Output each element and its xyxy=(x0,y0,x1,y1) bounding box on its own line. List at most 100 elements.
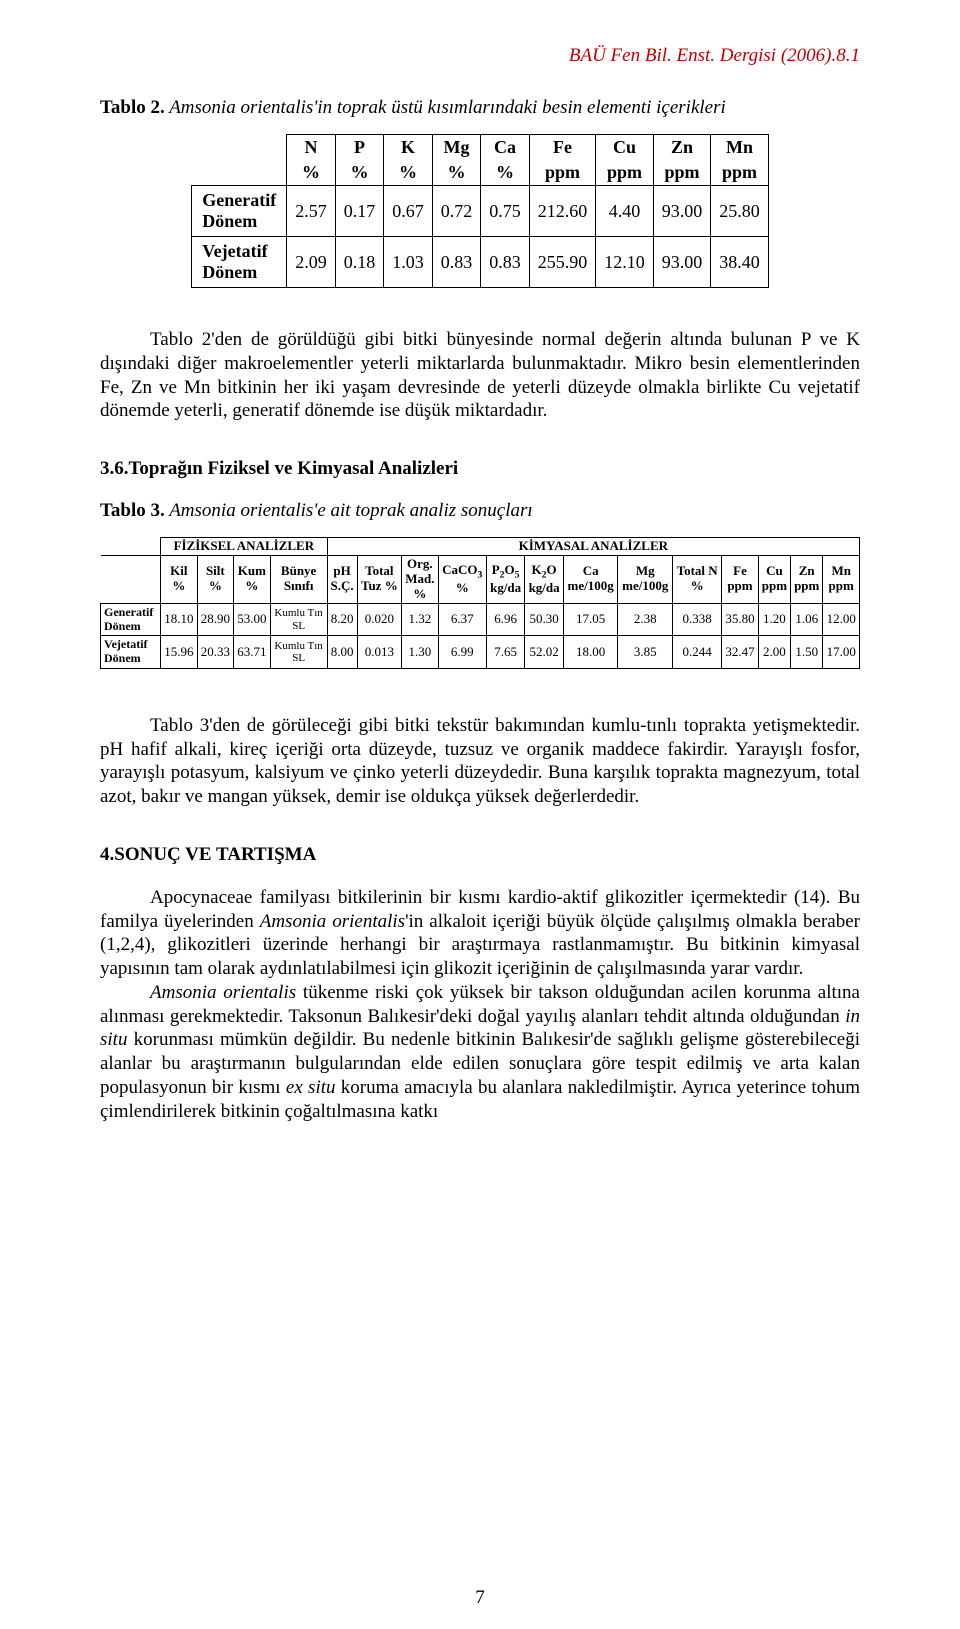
t3-r1-c4: 8.00 xyxy=(327,636,357,669)
t2-h-p-top: P xyxy=(335,135,384,161)
para4-i1: Amsonia orientalis xyxy=(150,982,296,1003)
t2-r1-c0: 2.09 xyxy=(287,237,336,288)
t3-r0-c10: 17.05 xyxy=(563,603,618,636)
t2-h-p-bot: % xyxy=(335,160,384,186)
t2-h-mn-top: Mn xyxy=(711,135,769,161)
t2-r1-c2: 1.03 xyxy=(384,237,433,288)
para1-text: Tablo 2'den de görüldüğü gibi bitki büny… xyxy=(100,329,860,421)
t3-r0-label: Generatif Dönem xyxy=(101,603,161,636)
t2-h-n-top: N xyxy=(287,135,336,161)
t3-r0-c3: Kumlu Tın SL xyxy=(270,603,327,636)
t3-h-fe: Feppm xyxy=(722,555,759,603)
t3-r1-c2: 63.71 xyxy=(234,636,271,669)
paragraph-2: Tablo 3'den de görüleceği gibi bitki tek… xyxy=(100,714,860,809)
t3-r1-c9: 52.02 xyxy=(525,636,563,669)
t2-r0-c1: 0.17 xyxy=(335,186,384,237)
table2-caption-text: Amsonia orientalis'in toprak üstü kısıml… xyxy=(165,97,726,118)
table2-row-generatif: Generatif Dönem 2.57 0.17 0.67 0.72 0.75… xyxy=(192,186,768,237)
t3-r0-c6: 1.32 xyxy=(402,603,439,636)
t3-r1-c13: 32.47 xyxy=(722,636,759,669)
t3-group-fiziksel: FİZİKSEL ANALİZLER xyxy=(161,538,328,556)
paragraph-1: Tablo 2'den de görüldüğü gibi bitki büny… xyxy=(100,328,860,423)
t2-r1-c8: 38.40 xyxy=(711,237,769,288)
t3-h-p2o5: P2O5kg/da xyxy=(486,555,524,603)
t3-r0-c5: 0.020 xyxy=(357,603,402,636)
t3-r1-c7: 6.99 xyxy=(438,636,486,669)
t2-r0-c2: 0.67 xyxy=(384,186,433,237)
para3-i1: Amsonia orientalis xyxy=(260,911,405,932)
t2-h-fe-bot: ppm xyxy=(529,160,596,186)
t3-r1-c12: 0.244 xyxy=(673,636,722,669)
t3-h-mn: Mnppm xyxy=(823,555,860,603)
section-4-heading: 4.SONUÇ VE TARTIŞMA xyxy=(100,844,860,866)
t3-r0-c9: 50.30 xyxy=(525,603,563,636)
t3-r0-c15: 1.06 xyxy=(791,603,823,636)
paragraph-3: Apocynaceae familyası bitkilerinin bir k… xyxy=(100,886,860,981)
t3-r0-c14: 1.20 xyxy=(758,603,790,636)
table2-caption-label: Tablo 2. xyxy=(100,97,165,118)
page-number: 7 xyxy=(0,1587,960,1609)
t3-r0-c8: 6.96 xyxy=(486,603,524,636)
t3-h-kil: Kil% xyxy=(161,555,198,603)
t3-r1-c0: 15.96 xyxy=(161,636,198,669)
t3-h-zn: Znppm xyxy=(791,555,823,603)
t3-r0-c12: 0.338 xyxy=(673,603,722,636)
t3-r0-c0: 18.10 xyxy=(161,603,198,636)
t2-h-n-bot: % xyxy=(287,160,336,186)
t2-r1-c6: 12.10 xyxy=(596,237,654,288)
t3-h-bunye: BünyeSınıfı xyxy=(270,555,327,603)
t3-h-org: Org.Mad.% xyxy=(402,555,439,603)
t2-h-fe-top: Fe xyxy=(529,135,596,161)
t2-r0-c7: 93.00 xyxy=(653,186,711,237)
t3-r1-c10: 18.00 xyxy=(563,636,618,669)
t3-r0-c11: 2.38 xyxy=(618,603,673,636)
t2-r0-c6: 4.40 xyxy=(596,186,654,237)
t2-r0-c3: 0.72 xyxy=(432,186,481,237)
t3-r1-c15: 1.50 xyxy=(791,636,823,669)
t2-r0-c0: 2.57 xyxy=(287,186,336,237)
t2-h-ca-top: Ca xyxy=(481,135,530,161)
table3: FİZİKSEL ANALİZLER KİMYASAL ANALİZLER Ki… xyxy=(100,537,860,669)
t3-r1-c16: 17.00 xyxy=(823,636,860,669)
para4-i3: ex situ xyxy=(286,1077,336,1098)
t3-r0-c1: 28.90 xyxy=(197,603,234,636)
t2-r0-c5: 212.60 xyxy=(529,186,596,237)
table3-caption-text: Amsonia orientalis'e ait toprak analiz s… xyxy=(165,500,533,521)
t2-r1-c5: 255.90 xyxy=(529,237,596,288)
t3-r0-c7: 6.37 xyxy=(438,603,486,636)
t3-h-k2o: K2Okg/da xyxy=(525,555,563,603)
t3-r0-c4: 8.20 xyxy=(327,603,357,636)
table2-caption: Tablo 2. Amsonia orientalis'in toprak üs… xyxy=(100,97,860,119)
t3-h-ph: pHS.Ç. xyxy=(327,555,357,603)
section-3-6-heading: 3.6.Toprağın Fiziksel ve Kimyasal Analiz… xyxy=(100,458,860,480)
t2-r0-c8: 25.80 xyxy=(711,186,769,237)
t3-r1-c11: 3.85 xyxy=(618,636,673,669)
t2-h-mg-top: Mg xyxy=(432,135,481,161)
t3-r1-c14: 2.00 xyxy=(758,636,790,669)
t3-r1-c3: Kumlu Tın SL xyxy=(270,636,327,669)
t3-h-caco3: CaCO3% xyxy=(438,555,486,603)
t2-h-zn-bot: ppm xyxy=(653,160,711,186)
t2-r1-c1: 0.18 xyxy=(335,237,384,288)
t3-r1-c6: 1.30 xyxy=(402,636,439,669)
t2-r1-label: Vejetatif Dönem xyxy=(192,237,287,288)
t2-r1-c3: 0.83 xyxy=(432,237,481,288)
table3-caption-label: Tablo 3. xyxy=(100,500,165,521)
t2-r0-c4: 0.75 xyxy=(481,186,530,237)
t3-r1-c1: 20.33 xyxy=(197,636,234,669)
t3-r0-c16: 12.00 xyxy=(823,603,860,636)
t2-h-zn-top: Zn xyxy=(653,135,711,161)
t3-h-totaln: Total N% xyxy=(673,555,722,603)
paragraph-4: Amsonia orientalis tükenme riski çok yük… xyxy=(100,981,860,1124)
t3-r1-c8: 7.65 xyxy=(486,636,524,669)
t3-h-kum: Kum% xyxy=(234,555,271,603)
t2-r1-c4: 0.83 xyxy=(481,237,530,288)
para2-text: Tablo 3'den de görüleceği gibi bitki tek… xyxy=(100,715,860,807)
t2-h-k-top: K xyxy=(384,135,433,161)
t2-h-mg-bot: % xyxy=(432,160,481,186)
t3-h-cu: Cuppm xyxy=(758,555,790,603)
table3-caption: Tablo 3. Amsonia orientalis'e ait toprak… xyxy=(100,500,860,522)
table2: N P K Mg Ca Fe Cu Zn Mn % % % % % ppm pp… xyxy=(191,134,768,288)
journal-header: BAÜ Fen Bil. Enst. Dergisi (2006).8.1 xyxy=(100,45,860,67)
t3-r1-label: Vejetatif Dönem xyxy=(101,636,161,669)
